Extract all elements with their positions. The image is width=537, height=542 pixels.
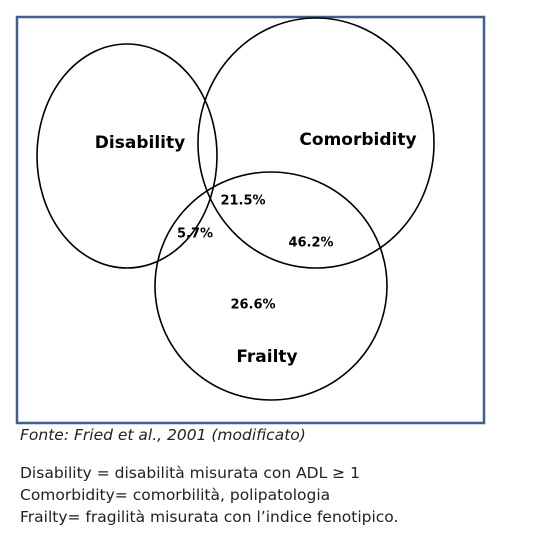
region-label: 26.6% (230, 298, 275, 313)
region-label: 46.2% (288, 236, 333, 251)
venn-diagram: Disability Comorbidity Frailty 21.5% 5.7… (15, 15, 486, 425)
frame (15, 15, 486, 425)
region-label: 5.7% (177, 227, 213, 242)
legend-line: Frailty= fragilità misurata con l’indice… (20, 508, 399, 526)
source-note: Fonte: Fried et al., 2001 (modificato) (20, 426, 306, 444)
set-label: Frailty (236, 347, 297, 367)
region-label: 21.5% (220, 194, 265, 209)
disability-circle (36, 43, 218, 269)
legend-line: Comorbidity= comorbilità, polipatologia (20, 486, 331, 504)
set-label: Comorbidity (299, 130, 416, 150)
frailty-circle (154, 171, 388, 401)
set-label: Disability (95, 133, 185, 153)
legend-line: Disability = disabilità misurata con ADL… (20, 464, 360, 482)
comorbidity-circle (197, 17, 435, 269)
